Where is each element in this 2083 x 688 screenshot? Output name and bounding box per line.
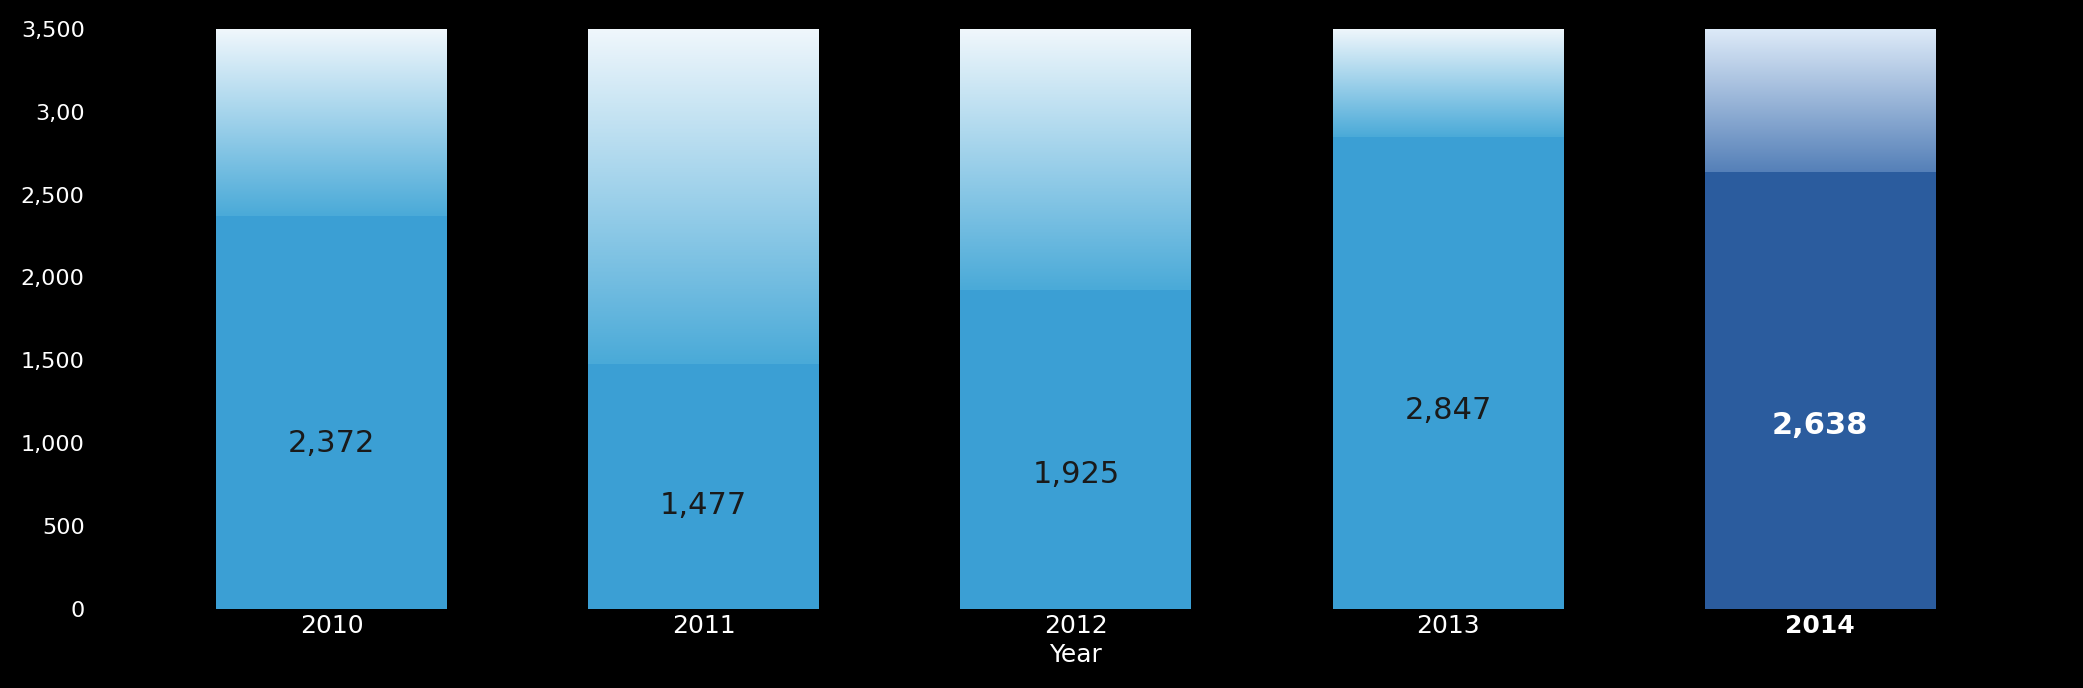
- Text: 1,477: 1,477: [660, 491, 748, 520]
- Text: 2,847: 2,847: [1404, 396, 1491, 425]
- Text: 2,638: 2,638: [1773, 411, 1868, 440]
- X-axis label: Year: Year: [1050, 643, 1102, 667]
- Text: 1,925: 1,925: [1033, 460, 1119, 489]
- Text: 2,372: 2,372: [287, 429, 375, 458]
